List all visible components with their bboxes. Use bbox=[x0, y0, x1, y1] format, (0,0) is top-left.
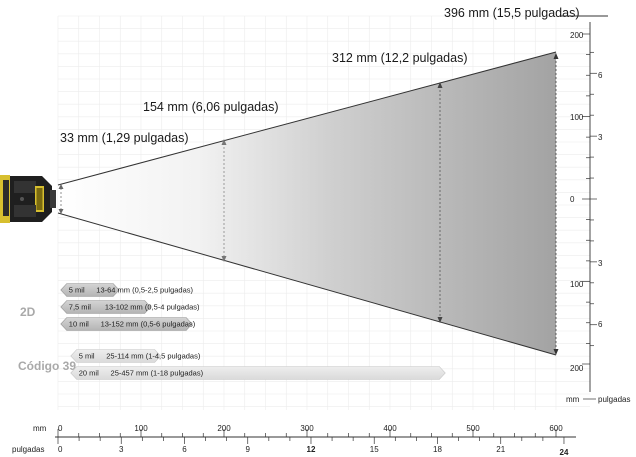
bottom-in-tick-label: 0 bbox=[58, 445, 63, 454]
bottom-in-tick-label: 12 bbox=[307, 445, 316, 454]
group-label-code39: Código 39 bbox=[18, 359, 76, 373]
range-bar bbox=[60, 317, 193, 331]
bottom-in-tick-label: 9 bbox=[246, 445, 251, 454]
bottom-in-tick-label: 6 bbox=[182, 445, 187, 454]
range-bar bbox=[70, 349, 162, 363]
width-marker-154mm bbox=[221, 139, 227, 262]
range-bar-mil: 7,5 mil bbox=[69, 303, 91, 312]
range-bar-label: 25-114 mm (1-4,5 pulgadas) bbox=[106, 352, 201, 361]
width-label-312mm: 312 mm (12,2 pulgadas) bbox=[332, 51, 468, 65]
right-in-tick-label: 6 bbox=[598, 320, 603, 329]
range-bars: 5 mil 13-64 mm (0,5-2,5 pulgadas) 7,5 mil 1… bbox=[60, 283, 446, 380]
right-mm-tick-label: 100 bbox=[570, 113, 584, 122]
right-mm-unit: mm bbox=[566, 395, 580, 404]
bottom-in-tick-label: 21 bbox=[496, 445, 505, 454]
range-bar-mil: 10 mil bbox=[69, 320, 89, 329]
bottom-mm-unit: mm bbox=[33, 424, 47, 433]
range-bar bbox=[60, 300, 152, 314]
range-bar-label: 13-102 mm (0,5-4 pulgadas) bbox=[105, 303, 200, 312]
right-in-tick-label: 3 bbox=[598, 133, 603, 142]
field-of-view-cone bbox=[58, 52, 556, 355]
cone-lower-edge bbox=[57, 212, 557, 356]
bottom-in-tick-label: 15 bbox=[370, 445, 379, 454]
width-label-33mm: 33 mm (1,29 pulgadas) bbox=[60, 131, 189, 145]
bottom-mm-tick-label: 500 bbox=[466, 424, 480, 433]
bottom-mm-tick-label: 200 bbox=[217, 424, 231, 433]
right-axis: 200 100 0 100 200 6 3 3 6 mm pulgadas bbox=[560, 15, 630, 404]
bottom-axis: 0 100 200 300 400 500 600 0 3 6 9 12 15 18 21 24 mm pulga… bbox=[12, 424, 576, 457]
bottom-mm-tick-label: 400 bbox=[383, 424, 397, 433]
range-bar bbox=[70, 366, 446, 380]
bottom-mm-tick-label: 300 bbox=[300, 424, 314, 433]
right-in-unit: pulgadas bbox=[598, 395, 630, 404]
right-mm-tick-label: 0 bbox=[570, 195, 575, 204]
bottom-mm-tick-label: 600 bbox=[549, 424, 563, 433]
range-bar-label: 25-457 mm (1-18 pulgadas) bbox=[111, 369, 204, 378]
bottom-mm-tick-label: 0 bbox=[58, 424, 63, 433]
range-bar-mil: 5 mil bbox=[79, 352, 95, 361]
group-label-2d: 2D bbox=[20, 305, 36, 319]
range-bar bbox=[60, 283, 120, 297]
cone-upper-edge bbox=[57, 51, 557, 186]
bottom-in-tick-label: 18 bbox=[433, 445, 442, 454]
width-marker-396mm bbox=[553, 53, 559, 355]
range-bar-label: 13-64 mm (0,5-2,5 pulgadas) bbox=[96, 286, 193, 295]
right-in-tick-label: 6 bbox=[598, 71, 603, 80]
range-bar-mil: 20 mil bbox=[79, 369, 99, 378]
range-bar-label: 13-152 mm (0,5-6 pulgadas) bbox=[101, 320, 196, 329]
range-bar-mil: 5 mil bbox=[69, 286, 85, 295]
bottom-in-unit: pulgadas bbox=[12, 445, 44, 454]
scanner-device-icon bbox=[0, 175, 56, 223]
right-mm-tick-label: 200 bbox=[570, 364, 584, 373]
width-marker-312mm bbox=[437, 82, 443, 323]
right-mm-tick-label: 100 bbox=[570, 280, 584, 289]
width-label-154mm: 154 mm (6,06 pulgadas) bbox=[143, 100, 279, 114]
bottom-mm-tick-label: 100 bbox=[134, 424, 148, 433]
bottom-in-tick-label: 24 bbox=[560, 448, 569, 457]
right-in-tick-label: 3 bbox=[598, 259, 603, 268]
width-marker-33mm bbox=[58, 184, 64, 214]
bottom-in-tick-label: 3 bbox=[119, 445, 124, 454]
right-mm-tick-label: 200 bbox=[570, 31, 584, 40]
width-label-396mm: 396 mm (15,5 pulgadas) bbox=[444, 6, 580, 20]
